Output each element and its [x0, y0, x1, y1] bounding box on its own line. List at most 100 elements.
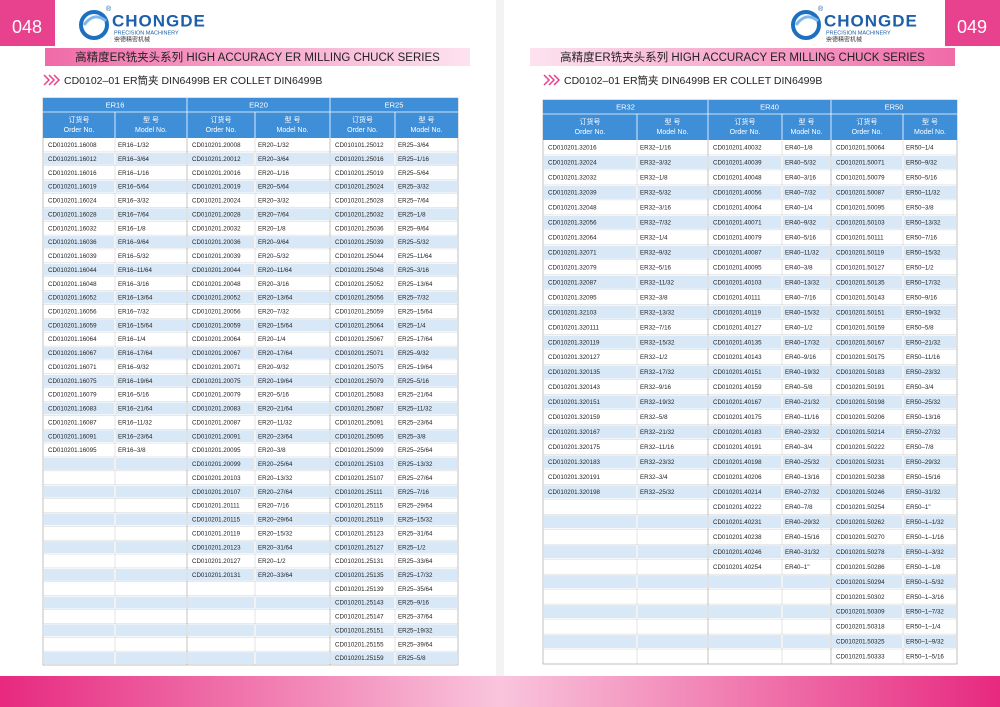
order-number: CD010201.320135	[548, 369, 601, 376]
row-shade	[188, 319, 254, 332]
model-number: ER40–5/16	[785, 234, 817, 241]
row-shade	[832, 365, 902, 379]
model-number: ER40–31/32	[785, 549, 820, 556]
column-header-en: Order No.	[347, 127, 378, 134]
row-shade	[832, 515, 902, 529]
row-shade	[396, 319, 457, 332]
model-number: ER40–23/32	[785, 429, 820, 436]
row-shade	[638, 185, 707, 199]
model-number: ER25–13/64	[398, 281, 433, 288]
order-number: CD010201.50191	[836, 384, 885, 391]
model-number: ER50–1–1/32	[906, 519, 944, 526]
row-shade	[331, 180, 394, 193]
row-shade	[188, 291, 254, 304]
row-shade	[832, 185, 902, 199]
order-number: CD010201.40087	[713, 249, 762, 256]
model-number: ER16–1/8	[118, 225, 146, 232]
model-number: ER16–11/32	[118, 419, 153, 426]
row-shade	[709, 245, 781, 259]
row-shade	[904, 245, 956, 259]
order-number: CD010201.50087	[836, 190, 885, 197]
model-number: ER50–21/32	[906, 339, 941, 346]
order-number: CD010201.20111	[192, 503, 240, 510]
model-number: ER25–3/32	[398, 184, 430, 191]
row-shade	[396, 624, 457, 637]
order-number: CD010201.50183	[836, 369, 885, 376]
model-number: ER50–1–5/32	[906, 579, 944, 586]
row-shade	[44, 596, 114, 609]
order-number: CD010201.50246	[836, 489, 885, 496]
model-number: ER20–7/64	[258, 211, 290, 218]
row-shade	[638, 605, 707, 619]
logo-mark: ®	[106, 5, 112, 13]
order-number: CD010201.50064	[836, 145, 885, 152]
model-number: ER25–37/64	[398, 614, 433, 621]
row-shade	[256, 319, 329, 332]
order-number: CD010201.40064	[713, 205, 762, 212]
column-header-cn: 型 号	[665, 117, 681, 126]
model-number: ER16–23/64	[118, 433, 153, 440]
order-number: CD010201.25039	[335, 239, 384, 246]
banner-text: 高精度ER铣夹头系列 HIGH ACCURACY ER MILLING CHUC…	[560, 50, 925, 64]
row-shade	[904, 425, 956, 439]
order-number: CD010201.25067	[335, 336, 384, 343]
order-number: CD010201.32056	[548, 219, 597, 226]
column-header-cn: 型 号	[922, 117, 938, 126]
model-number: ER16–21/64	[118, 406, 153, 413]
order-number: CD010201.50111	[836, 234, 884, 241]
row-shade	[396, 263, 457, 276]
model-number: ER32–1/8	[640, 175, 668, 182]
order-number: CD010201.25111	[335, 489, 383, 496]
row-shade	[44, 208, 114, 221]
model-number: ER50–15/16	[906, 474, 941, 481]
order-number: CD010201.16016	[48, 170, 97, 177]
order-number: CD010201.50167	[836, 339, 885, 346]
column-header-en: Model No.	[411, 127, 443, 134]
order-number: CD010201.16064	[48, 336, 97, 343]
model-number: ER32–7/16	[640, 324, 672, 331]
order-number: CD010201.320175	[548, 444, 601, 451]
model-number: ER40–11/16	[785, 414, 820, 421]
row-shade	[116, 457, 186, 470]
row-shade	[188, 652, 254, 664]
order-number: CD010201.50127	[836, 264, 885, 271]
model-number: ER25–23/64	[398, 419, 433, 426]
order-number: CD010201.16056	[48, 308, 97, 315]
order-number: CD010201.50119	[836, 249, 885, 256]
model-number: ER32–1/16	[640, 145, 672, 152]
column-header-en: Order No.	[64, 127, 95, 134]
logo-mark: ®	[818, 5, 824, 13]
order-number: CD010201.50159	[836, 324, 885, 331]
model-number: ER50–11/16	[906, 354, 941, 361]
order-number: CD010201.320159	[548, 414, 601, 421]
model-number: ER50–29/32	[906, 459, 941, 466]
row-shade	[783, 455, 830, 469]
model-number: ER40–3/16	[785, 175, 817, 182]
row-shade	[544, 155, 636, 169]
row-shade	[904, 155, 956, 169]
model-number: ER25–39/64	[398, 641, 433, 648]
model-number: ER40–3/4	[785, 444, 813, 451]
model-number: ER20–19/64	[258, 378, 293, 385]
model-number: ER25–19/64	[398, 364, 433, 371]
row-shade	[188, 457, 254, 470]
order-number: CD010201.20103	[192, 475, 241, 482]
order-number: CD010201.20019	[192, 184, 241, 191]
model-number: ER32–11/16	[640, 444, 675, 451]
order-number: CD010201.25059	[335, 308, 384, 315]
order-number: CD010201.25103	[335, 461, 384, 468]
model-number: ER25–9/32	[398, 350, 430, 357]
model-number: ER50–1/4	[906, 145, 934, 152]
row-shade	[544, 185, 636, 199]
model-number: ER50–25/32	[906, 399, 941, 406]
row-shade	[331, 624, 394, 637]
model-number: ER32–9/16	[640, 384, 672, 391]
order-number: CD010201.16012	[48, 156, 97, 163]
order-number: CD010201.40159	[713, 384, 762, 391]
order-number: CD010201.32048	[548, 205, 597, 212]
order-number: CD010201.50262	[836, 519, 885, 526]
order-number: CD010201.25151	[335, 627, 384, 634]
model-number: ER20–5/32	[258, 253, 290, 260]
model-number: ER25–25/64	[398, 447, 433, 454]
row-shade	[544, 305, 636, 319]
